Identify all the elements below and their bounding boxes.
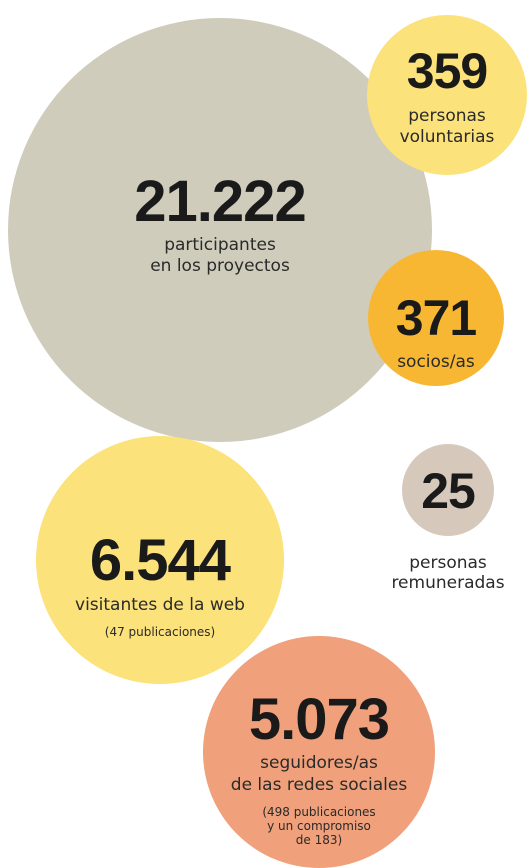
number: 371 — [396, 290, 477, 346]
label: remuneradas — [391, 573, 504, 593]
number: 6.544 — [90, 528, 231, 593]
bubble — [367, 15, 527, 175]
bubble — [368, 250, 504, 386]
note: de 183) — [296, 833, 342, 847]
note: y un compromiso — [267, 819, 371, 833]
note: (498 publicaciones — [262, 805, 375, 819]
number: 21.222 — [134, 169, 305, 234]
bubble — [36, 436, 284, 684]
bubble — [402, 444, 494, 536]
label: participantes — [164, 235, 276, 255]
label: socios/as — [397, 352, 475, 372]
bubble — [203, 636, 435, 868]
number: 359 — [407, 43, 487, 99]
label: personas — [409, 553, 487, 573]
note: (47 publicaciones) — [105, 625, 215, 639]
label: personas — [408, 106, 486, 126]
label: seguidores/as — [260, 753, 378, 773]
label: voluntarias — [400, 127, 495, 147]
label: en los proyectos — [150, 256, 290, 276]
label: de las redes sociales — [231, 775, 408, 795]
bubble — [8, 18, 432, 442]
number: 25 — [421, 463, 475, 519]
label: visitantes de la web — [75, 595, 245, 615]
number: 5.073 — [249, 687, 389, 752]
